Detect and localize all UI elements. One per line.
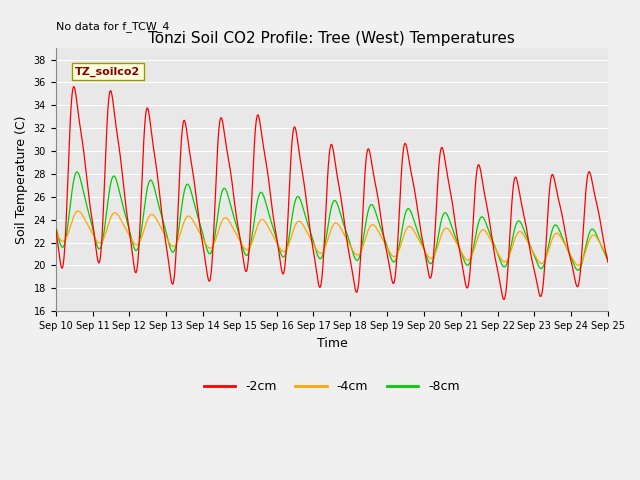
-8cm bbox=[534, 262, 541, 267]
-4cm bbox=[52, 229, 60, 235]
Y-axis label: Soil Temperature (C): Soil Temperature (C) bbox=[15, 115, 28, 244]
Title: Tonzi Soil CO2 Profile: Tree (West) Temperatures: Tonzi Soil CO2 Profile: Tree (West) Temp… bbox=[148, 31, 515, 46]
-4cm bbox=[264, 223, 271, 228]
-8cm bbox=[73, 169, 81, 175]
-2cm bbox=[594, 204, 602, 210]
-8cm bbox=[264, 207, 271, 213]
-8cm bbox=[594, 234, 602, 240]
-4cm bbox=[534, 258, 541, 264]
-4cm bbox=[74, 208, 82, 214]
X-axis label: Time: Time bbox=[317, 336, 348, 349]
-2cm bbox=[264, 170, 271, 176]
-8cm bbox=[148, 178, 156, 184]
-2cm bbox=[604, 259, 612, 265]
Line: -4cm: -4cm bbox=[56, 211, 608, 265]
-4cm bbox=[148, 212, 156, 217]
-2cm bbox=[500, 297, 508, 302]
-8cm bbox=[288, 217, 296, 223]
-4cm bbox=[575, 263, 582, 268]
-8cm bbox=[574, 267, 582, 273]
-2cm bbox=[52, 226, 60, 232]
-2cm bbox=[115, 144, 123, 149]
Line: -8cm: -8cm bbox=[56, 172, 608, 270]
Legend: -2cm, -4cm, -8cm: -2cm, -4cm, -8cm bbox=[199, 375, 465, 398]
-8cm bbox=[604, 258, 612, 264]
-2cm bbox=[70, 84, 77, 89]
-2cm bbox=[288, 144, 296, 150]
-2cm bbox=[534, 286, 542, 292]
Line: -2cm: -2cm bbox=[56, 86, 608, 300]
-4cm bbox=[288, 233, 296, 239]
-2cm bbox=[148, 132, 156, 137]
-4cm bbox=[115, 214, 123, 219]
Text: TZ_soilco2: TZ_soilco2 bbox=[75, 67, 140, 77]
Text: No data for f_TCW_4: No data for f_TCW_4 bbox=[56, 22, 169, 32]
-8cm bbox=[52, 223, 60, 228]
-8cm bbox=[115, 187, 123, 192]
-4cm bbox=[594, 236, 602, 241]
-4cm bbox=[604, 255, 612, 261]
